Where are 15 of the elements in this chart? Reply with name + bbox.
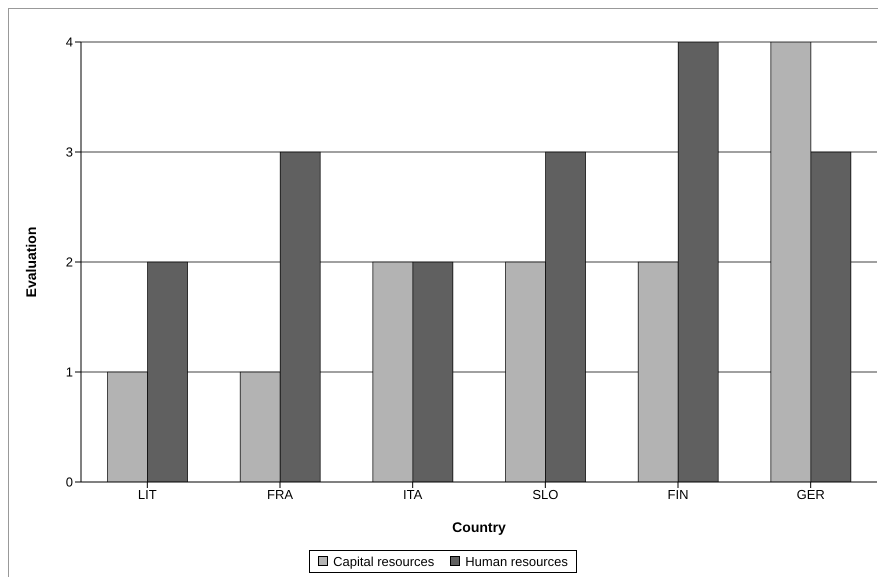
x-tick-label: SLO bbox=[532, 487, 558, 502]
x-tick-label: FRA bbox=[267, 487, 294, 502]
y-tick-label: 2 bbox=[66, 254, 73, 270]
legend-label: Human resources bbox=[464, 554, 568, 569]
y-tick-label: 1 bbox=[66, 364, 73, 380]
y-tick-label: 4 bbox=[66, 34, 73, 50]
y-tick-label: 3 bbox=[66, 144, 73, 160]
y-tick-label: 0 bbox=[66, 474, 73, 490]
legend-label: Capital resources bbox=[332, 554, 434, 569]
x-axis-title: Country bbox=[452, 519, 506, 535]
x-tick-label: ITA bbox=[403, 487, 423, 502]
x-tick-label: FIN bbox=[668, 487, 688, 502]
y-axis-title: Evaluation bbox=[22, 226, 39, 298]
x-tick-label: GER bbox=[796, 487, 825, 502]
x-tick-label: LIT bbox=[138, 487, 157, 502]
